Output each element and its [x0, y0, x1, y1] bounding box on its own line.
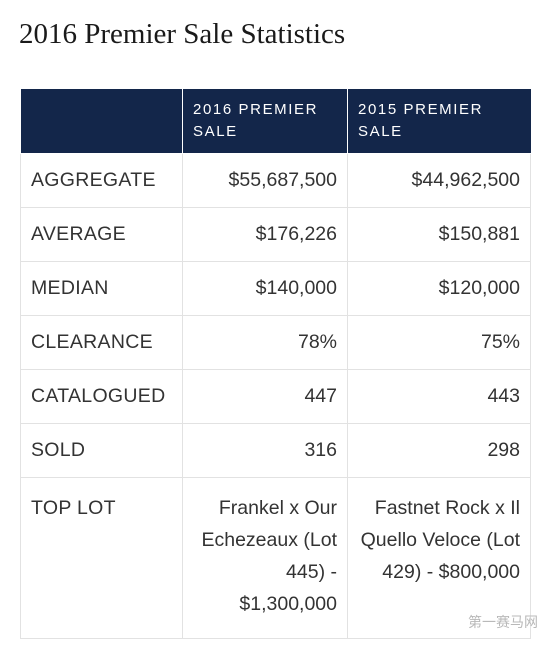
row-label: AGGREGATE [20, 153, 183, 208]
value-2015: 298 [347, 423, 531, 478]
table-header-row: 2016 PREMIER SALE 2015 PREMIER SALE [20, 89, 531, 154]
page-title: 2016 Premier Sale Statistics [19, 18, 346, 50]
value-2016: $55,687,500 [182, 153, 348, 208]
value-2016: 447 [182, 369, 348, 424]
header-2015-premier-sale: 2015 PREMIER SALE [347, 89, 531, 154]
table-row: CATALOGUED 447 443 [20, 369, 531, 424]
value-2016: $176,226 [182, 207, 348, 262]
value-2015: $150,881 [347, 207, 531, 262]
value-2016: Frankel x Our Echezeaux (Lot 445) - $1,3… [182, 477, 348, 639]
row-label: TOP LOT [20, 477, 183, 639]
table-row: AVERAGE $176,226 $150,881 [20, 207, 531, 262]
table-row: AGGREGATE $55,687,500 $44,962,500 [20, 153, 531, 208]
table-row: TOP LOT Frankel x Our Echezeaux (Lot 445… [20, 477, 531, 639]
header-blank [20, 89, 183, 154]
table-row: MEDIAN $140,000 $120,000 [20, 261, 531, 316]
row-label: CATALOGUED [20, 369, 183, 424]
value-2015: 75% [347, 315, 531, 370]
statistics-table: 2016 PREMIER SALE 2015 PREMIER SALE AGGR… [20, 89, 531, 639]
row-label: MEDIAN [20, 261, 183, 316]
table-row: SOLD 316 298 [20, 423, 531, 478]
value-2015: $120,000 [347, 261, 531, 316]
row-label: SOLD [20, 423, 183, 478]
value-2015: $44,962,500 [347, 153, 531, 208]
header-2016-premier-sale: 2016 PREMIER SALE [182, 89, 348, 154]
value-2015: Fastnet Rock x Il Quello Veloce (Lot 429… [347, 477, 531, 639]
value-2016: 316 [182, 423, 348, 478]
table-row: CLEARANCE 78% 75% [20, 315, 531, 370]
value-2015: 443 [347, 369, 531, 424]
row-label: AVERAGE [20, 207, 183, 262]
value-2016: $140,000 [182, 261, 348, 316]
value-2016: 78% [182, 315, 348, 370]
watermark: 第一赛马网 [468, 614, 538, 630]
row-label: CLEARANCE [20, 315, 183, 370]
